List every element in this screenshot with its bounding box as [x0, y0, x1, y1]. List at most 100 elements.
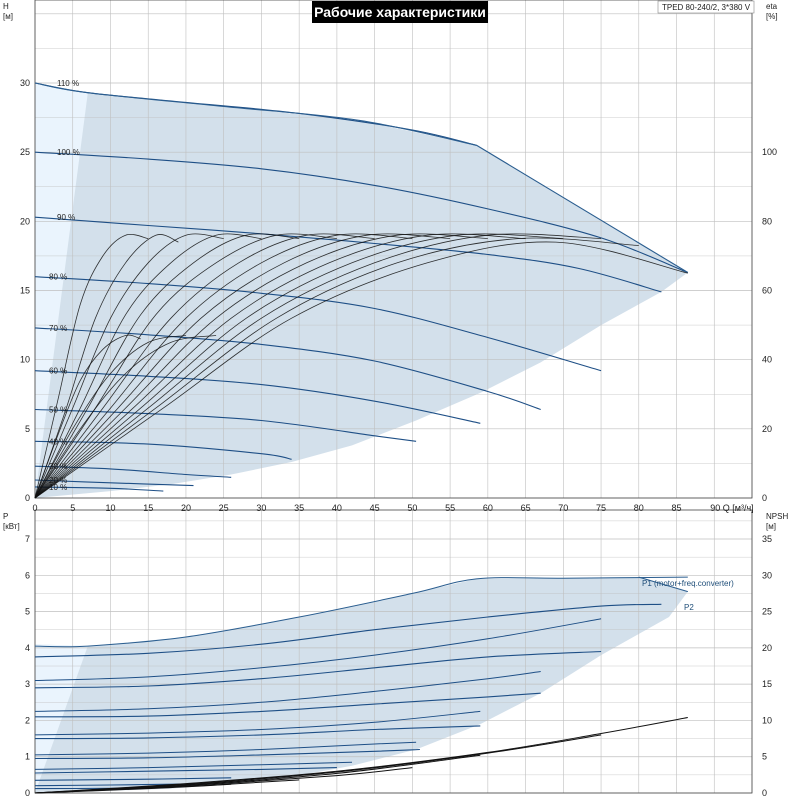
npsh-tick-label: 35	[762, 534, 772, 544]
head-curve-label: 40 %	[49, 437, 67, 446]
p1-curve	[34, 671, 541, 712]
npsh-tick-label: 5	[762, 752, 767, 762]
p2-curve	[34, 748, 420, 760]
x-tick-label: 45	[370, 503, 380, 513]
tick-labels: 0 5 10 15 20 25 30 35 40 45 50 55 60 65 70 75 80 85 90 Q […	[20, 78, 777, 798]
eta-curve	[34, 233, 602, 499]
head-curve	[34, 479, 194, 487]
power-tick-label: 3	[25, 679, 30, 689]
p1-label: P1 (motor+freq.converter)	[642, 579, 734, 588]
head-curve-label: 60 %	[49, 367, 67, 376]
head-tick-label: 5	[25, 424, 30, 434]
head-curve-label: 90 %	[57, 213, 75, 222]
head-curve	[34, 216, 662, 293]
head-area-top-edge	[34, 82, 477, 146]
x-tick-label: 65	[521, 503, 531, 513]
power-light-wedge	[35, 644, 88, 793]
p1-curve	[34, 618, 602, 681]
power-axis-label: P	[3, 512, 8, 521]
head-tick-label: 30	[20, 78, 30, 88]
p1-curve	[34, 710, 481, 736]
power-operating-area	[35, 577, 688, 793]
chart-title: Рабочие характеристики	[314, 4, 486, 20]
head-curve	[34, 276, 602, 372]
head-area-right-edge	[476, 144, 689, 273]
p1-curve	[34, 761, 353, 770]
x-tick-label: 15	[143, 503, 153, 513]
head-tick-label: 10	[20, 355, 30, 365]
eta-curve	[34, 237, 639, 499]
head-curve-label: 10 %	[49, 483, 67, 492]
eta-curve	[34, 233, 300, 499]
head-curve	[34, 151, 689, 274]
npsh-tick-label: 25	[762, 607, 772, 617]
x-tick-label: 55	[445, 503, 455, 513]
head-tick-label: 0	[25, 493, 30, 503]
p2-curve	[34, 767, 337, 774]
eta-curve	[34, 233, 224, 499]
head-curve	[34, 408, 417, 442]
x-tick-label: 20	[181, 503, 191, 513]
power-tick-label: 2	[25, 715, 30, 725]
npsh-tick-label: 10	[762, 715, 772, 725]
eta-tick-label: 20	[762, 424, 772, 434]
eta-curve	[34, 233, 564, 499]
x-tick-label: 25	[219, 503, 229, 513]
eta-curve	[34, 233, 337, 499]
p2-label: P2	[684, 603, 694, 612]
npsh-tick-label: 15	[762, 679, 772, 689]
eta-tick-label: 40	[762, 355, 772, 365]
eta-tick-label: 60	[762, 286, 772, 296]
head-curve-label: 50 %	[49, 405, 67, 414]
power-tick-label: 6	[25, 570, 30, 580]
npsh-axis-unit: [м]	[766, 522, 776, 531]
head-curve	[34, 440, 292, 460]
head-tick-label: 15	[20, 286, 30, 296]
x-tick-label: 30	[256, 503, 266, 513]
head-curve-label: 100 %	[57, 148, 80, 157]
p1-curve	[34, 741, 417, 756]
head-plot-frame	[34, 0, 753, 499]
eta-curve	[34, 234, 179, 499]
eta-curve	[34, 335, 186, 499]
npsh-tick-label: 0	[762, 788, 767, 798]
npsh-curve	[34, 717, 688, 794]
head-curve	[34, 486, 164, 492]
power-tick-label: 1	[25, 752, 30, 762]
x-tick-label: 80	[634, 503, 644, 513]
x-tick-label: 0	[32, 503, 37, 513]
eta-curve	[34, 241, 688, 499]
eta-curve	[34, 233, 488, 499]
power-plot-frame	[34, 509, 753, 794]
x-tick-label: 50	[407, 503, 417, 513]
eta-curve	[34, 234, 149, 499]
head-curve-label: 80 %	[49, 273, 67, 282]
eta-tick-label: 0	[762, 493, 767, 503]
power-tick-label: 7	[25, 534, 30, 544]
eta-curve	[34, 233, 526, 499]
eta-axis-label: eta	[766, 2, 778, 11]
x-tick-label: 70	[558, 503, 568, 513]
x-tick-label: 60	[483, 503, 493, 513]
npsh-tick-label: 30	[762, 570, 772, 580]
head-curve-label: 110 %	[57, 79, 79, 88]
x-tick-label: 10	[105, 503, 115, 513]
power-tick-label: 5	[25, 607, 30, 617]
eta-curve	[34, 233, 375, 499]
eta-curve	[34, 233, 262, 499]
x-tick-label: 35	[294, 503, 304, 513]
head-curve-label: 70 %	[49, 324, 67, 333]
npsh-axis-label: NPSH	[766, 512, 788, 521]
x-tick-label: 90 Q [м³/ч]	[710, 503, 753, 513]
power-area-right-edge	[638, 576, 688, 593]
head-curve	[34, 327, 541, 411]
head-axis-label: H	[3, 2, 9, 11]
p2-curve	[34, 692, 541, 718]
x-tick-label: 5	[70, 503, 75, 513]
p1-curve	[34, 576, 688, 648]
p2-curve	[34, 725, 481, 740]
eta-curve	[34, 335, 217, 499]
model-box	[657, 0, 755, 14]
